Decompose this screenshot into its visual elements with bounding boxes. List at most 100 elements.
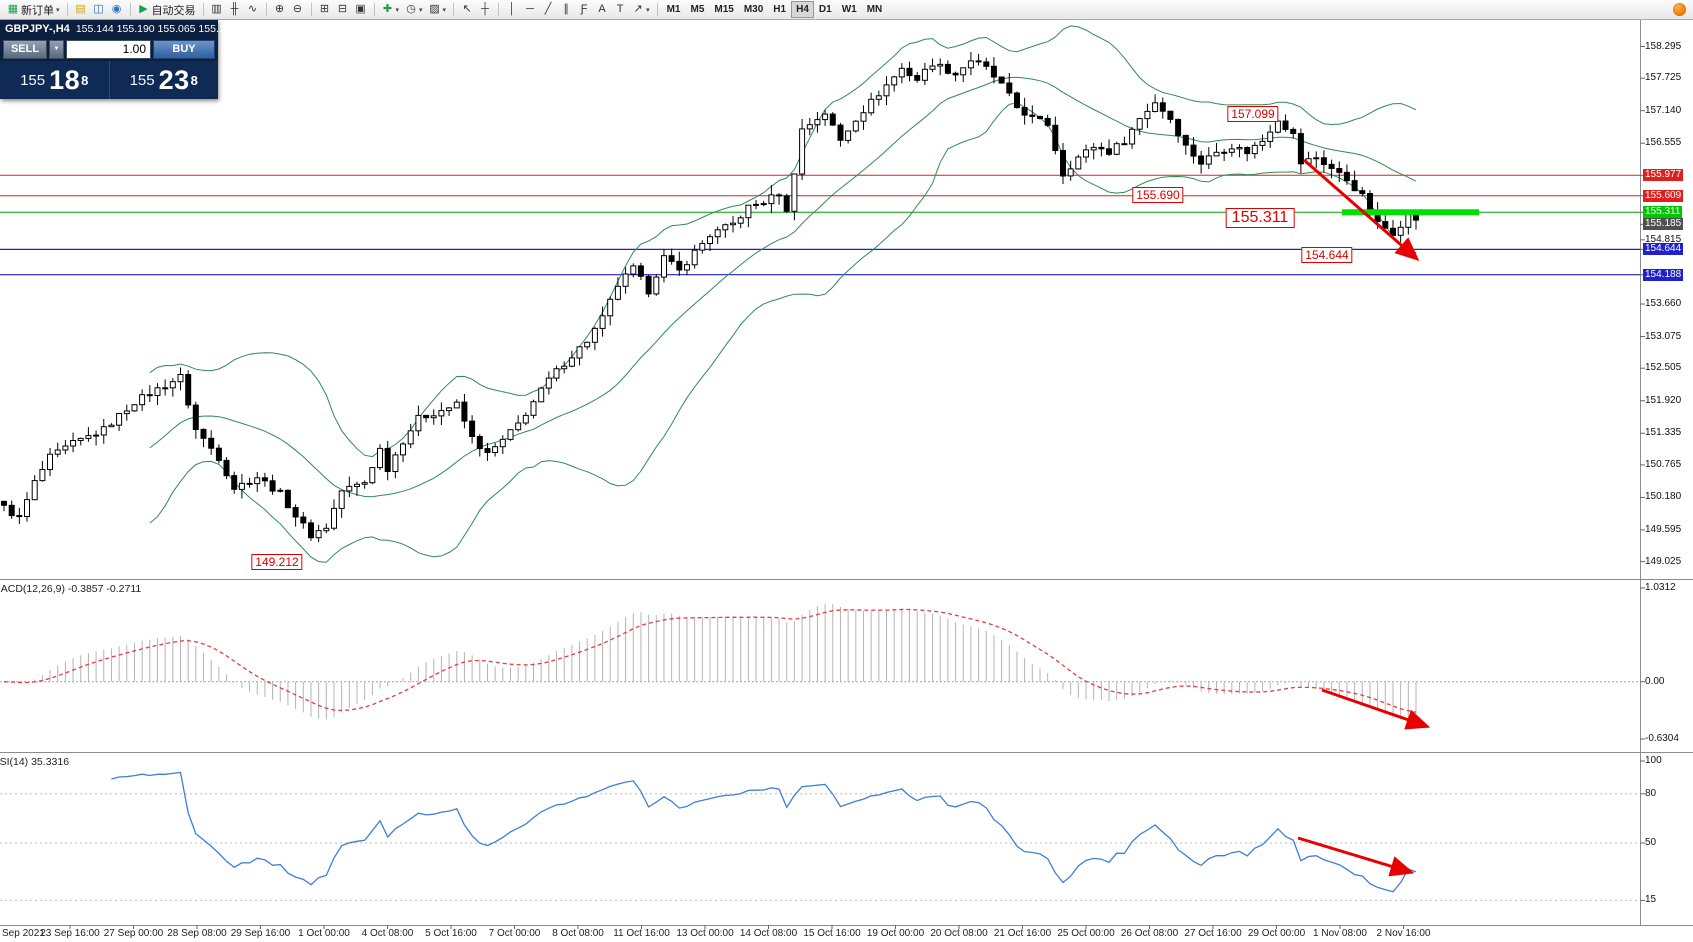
timeframe-h1-button[interactable]: H1: [768, 1, 791, 18]
timeframe-mn-button[interactable]: MN: [862, 1, 888, 18]
one-click-trading-panel: GBPJPY-,H4 155.144 155.190 155.065 155.1…: [0, 20, 236, 99]
horizontal-line-icon: ─: [526, 3, 534, 15]
tile-windows-button[interactable]: ⊞: [316, 1, 334, 18]
sell-price-button[interactable]: 155 18 8: [0, 61, 109, 99]
time-axis-label: 8 Oct 08:00: [552, 928, 604, 939]
sell-price-pips: 18: [49, 64, 81, 95]
text-button[interactable]: A: [593, 1, 611, 18]
chart-symbol-period: GBPJPY-,H4: [5, 22, 70, 35]
buy-price-button[interactable]: 155 23 8: [110, 61, 219, 99]
crosshair-button[interactable]: ┼: [476, 1, 494, 18]
vertical-line-button[interactable]: │: [503, 1, 521, 18]
volume-input[interactable]: [66, 39, 151, 59]
navigator-button[interactable]: ◉: [108, 1, 126, 18]
price-axis-tick-label: 156.555: [1645, 137, 1682, 149]
time-axis-label: 29 Oct 00:00: [1247, 928, 1306, 939]
price-axis-tick-label: 150.180: [1645, 491, 1682, 503]
new-order-button-label: 新订单: [21, 4, 54, 17]
templates-button[interactable]: ▨ ▾: [426, 1, 450, 18]
arrow-shapes-icon: ↗: [633, 3, 643, 15]
timeframe-m1-button[interactable]: M1: [662, 1, 686, 18]
dropdown-caret-icon: ▾: [56, 6, 60, 14]
trendline-button[interactable]: ╱: [539, 1, 557, 18]
arrange-icon: ▣: [355, 3, 366, 15]
candlestick-chart-button[interactable]: ╫: [226, 1, 244, 18]
notification-icon[interactable]: [1673, 3, 1686, 16]
text-label-button[interactable]: T: [611, 1, 629, 18]
time-axis-label: 7 Oct 00:00: [488, 928, 541, 939]
time-axis-label: 15 Oct 16:00: [803, 928, 861, 939]
main-toolbar: ▦ 新订单 ▾ ▤ ◫ ◉ ▶ 自动交易 ▥ ╫ ∿ ⊕ ⊖ ⊞ ⊟ ▣ ✚ ▾ ◷ ▾ ▨ ▾ ↖ ┼ │ ─ ╱ ∥ Ƒ A T ↗ ▾ M1…: [0, 0, 1693, 20]
timeframe-m5-button[interactable]: M5: [685, 1, 709, 18]
timeframe-m15-button[interactable]: M15: [709, 1, 738, 18]
channel-button[interactable]: ∥: [557, 1, 575, 18]
dropdown-caret-icon: ▾: [395, 6, 400, 14]
line-chart-button[interactable]: ∿: [244, 1, 262, 18]
toolbar-separator: [265, 3, 267, 16]
toolbar-separator: [66, 3, 68, 16]
book-icon: ▤: [75, 3, 86, 15]
new-order-button[interactable]: ▦ 新订单 ▾: [4, 1, 63, 18]
indicators-button[interactable]: ✚ ▾: [379, 1, 403, 18]
zoom-out-button[interactable]: ⊖: [289, 1, 307, 18]
price-axis-blue-label: 154.188: [1643, 268, 1684, 281]
buy-price-point: 8: [190, 72, 198, 88]
buy-price-pips: 23: [158, 64, 190, 95]
time-axis-label: 11 Oct 16:00: [613, 928, 670, 939]
time-axis-label: 27 Sep 00:00: [103, 928, 164, 939]
time-axis-label: 26 Oct 08:00: [1120, 928, 1179, 939]
horizontal-line-button[interactable]: ─: [521, 1, 539, 18]
cascade-windows-button[interactable]: ⊟: [334, 1, 352, 18]
arrows-button[interactable]: ↗ ▾: [629, 1, 653, 18]
time-axis-label: 1 Nov 08:00: [1313, 928, 1367, 939]
arrange-charts-button[interactable]: ▣: [352, 1, 370, 18]
toolbar-separator: [656, 3, 658, 16]
periods-button[interactable]: ◷ ▾: [402, 1, 426, 18]
timeframe-w1-button[interactable]: W1: [837, 1, 862, 18]
price-axis-tick-label: 157.725: [1645, 72, 1682, 84]
time-axis-label: 20 Oct 08:00: [930, 928, 988, 939]
price-axis-tick-label: 150.765: [1645, 458, 1682, 470]
time-axis-label: 19 Oct 00:00: [866, 928, 925, 939]
price-axis-tick-label: 151.335: [1645, 427, 1682, 439]
price-axis-tick-label: 149.025: [1645, 555, 1682, 567]
rsi-axis-label: 100: [1645, 755, 1662, 766]
data-window-button[interactable]: ◫: [90, 1, 108, 18]
bar-chart-button[interactable]: ▥: [208, 1, 226, 18]
timeframe-d1-button[interactable]: D1: [814, 1, 837, 18]
sell-price-prefix: 155: [20, 71, 46, 89]
timeframe-m30-button[interactable]: M30: [739, 1, 768, 18]
chart-info-bar: GBPJPY-,H4 155.144 155.190 155.065 155.1…: [0, 20, 236, 37]
toolbar-separator: [498, 3, 500, 16]
toolbar-separator: [129, 3, 131, 16]
cursor-button[interactable]: ↖: [458, 1, 476, 18]
price-axis[interactable]: 158.295 157.725 157.140 156.555 155.977 155.6…: [1641, 19, 1693, 925]
price-axis-red-label: 155.609: [1643, 189, 1684, 202]
zoom-in-button[interactable]: ⊕: [271, 1, 289, 18]
volume-dropdown-button[interactable]: ▼: [49, 39, 64, 59]
time-axis[interactable]: Sep 2021 23 Sep 16:00 27 Sep 00:00 28 Sep 0…: [0, 926, 1693, 942]
buy-button[interactable]: BUY: [153, 39, 215, 59]
toolbar-separator: [202, 3, 204, 16]
tile-windows-icon: ⊞: [319, 3, 330, 15]
rsi-axis-label: 15: [1645, 894, 1657, 906]
price-divider: [108, 61, 110, 99]
trendline-icon: ╱: [544, 3, 552, 15]
fibonacci-icon: Ƒ: [580, 3, 588, 15]
sell-price-point: 8: [81, 72, 89, 88]
indicator-plus-icon: ✚: [382, 3, 393, 15]
time-axis-label: 14 Oct 08:00: [739, 928, 798, 939]
price-axis-bid-label: 155.185: [1643, 218, 1684, 231]
timeframe-h4-button[interactable]: H4: [791, 1, 814, 18]
time-axis-label: 13 Oct 00:00: [676, 928, 734, 939]
sell-button[interactable]: SELL: [3, 39, 47, 59]
autotrade-button[interactable]: ▶ 自动交易: [135, 1, 199, 18]
fibonacci-button[interactable]: Ƒ: [575, 1, 593, 18]
price-axis-tick-label: 158.295: [1645, 40, 1682, 52]
time-axis-label: 21 Oct 16:00: [993, 928, 1052, 939]
chart-plus-icon: ▦: [7, 3, 19, 15]
market-watch-button[interactable]: ▤: [72, 1, 90, 18]
magnifier-plus-icon: ⊕: [274, 3, 285, 15]
price-axis-tick-label: 153.075: [1645, 330, 1682, 342]
